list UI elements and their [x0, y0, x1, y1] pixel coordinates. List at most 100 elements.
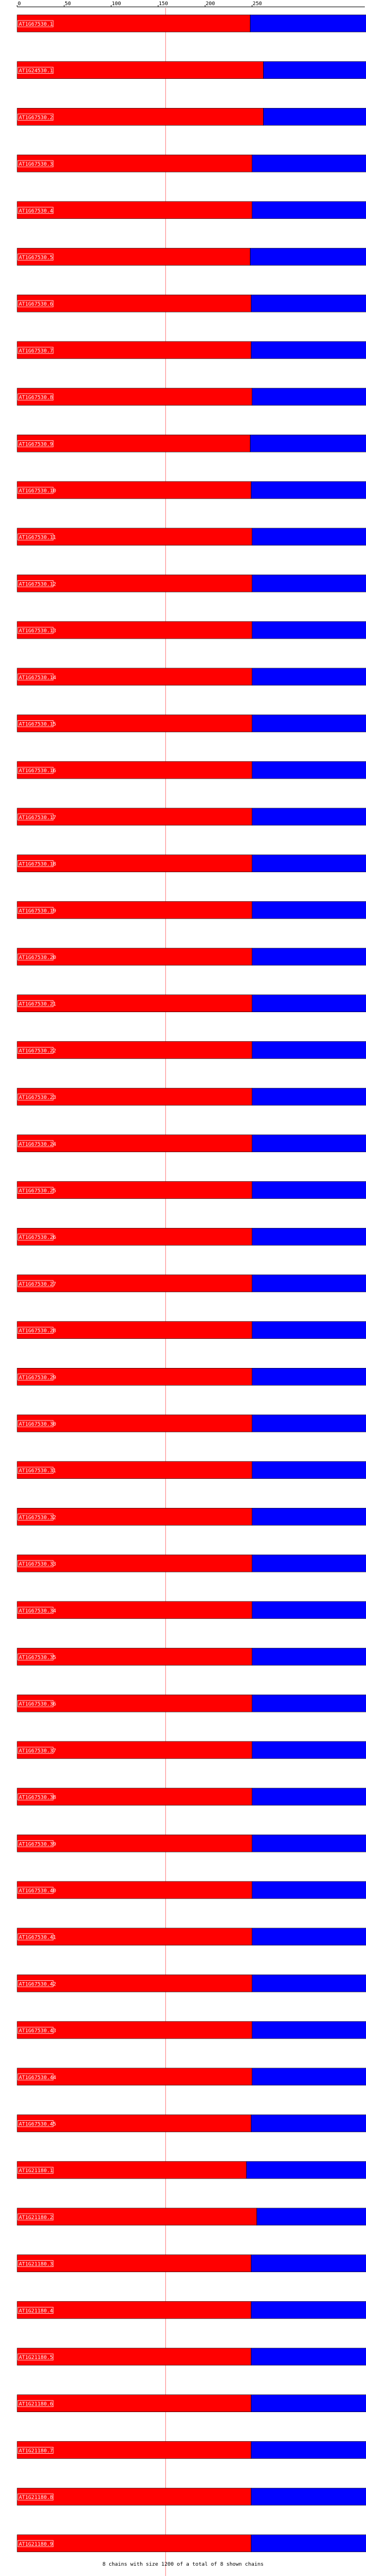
- bar-segment-first: [17, 14, 250, 33]
- bar-segment-first: [17, 1414, 253, 1433]
- bar-segment-first: [17, 2301, 252, 2319]
- bar-segment-first: [17, 2161, 247, 2179]
- bar-segment-second: [250, 2254, 366, 2272]
- bar-row: AT1G21180.6: [17, 2394, 366, 2413]
- row-label: AT1G67530.3: [19, 162, 53, 167]
- bar-segment-first: [17, 994, 253, 1012]
- bar-segment-second: [252, 1975, 366, 1992]
- bar-segment-first: [17, 901, 253, 919]
- bar-segment-first: [17, 1928, 253, 1945]
- row-label: AT1G21180.3: [19, 2262, 53, 2268]
- bar-segment-first: [17, 621, 253, 639]
- row-label: AT1G67530.1: [19, 22, 53, 27]
- bar-segment-first: [17, 201, 253, 219]
- bar-row: AT1G67530.40: [17, 1881, 366, 1899]
- row-label-box: [17, 487, 54, 494]
- bar-segment-second: [252, 1414, 366, 1433]
- bar-segment-second: [263, 61, 366, 79]
- row-label: AT1G67530.15: [19, 722, 56, 728]
- bar-segment-second: [252, 1274, 366, 1293]
- row-label-box: [17, 627, 54, 634]
- bar-row: AT1G67530.28: [17, 1321, 366, 1339]
- row-label: AT1G67530.4: [19, 208, 53, 214]
- row-label-box: [17, 1327, 54, 1334]
- row-label: AT1G67530.39: [19, 1841, 56, 1847]
- bar-segment-second: [252, 901, 366, 919]
- bar-row: AT1G67530.7: [17, 341, 366, 359]
- row-label: AT1G67530.17: [19, 815, 56, 821]
- row-label-box: [17, 813, 54, 821]
- bar-segment-second: [252, 1881, 366, 1899]
- bar-segment-second: [252, 1368, 366, 1386]
- bar-row: AT1G67530.18: [17, 854, 366, 872]
- bar-row: AT1G67530.42: [17, 1975, 366, 1992]
- bar-segment-first: [17, 61, 264, 79]
- bar-row: AT1G67530.37: [17, 1741, 366, 1759]
- row-label-box: [17, 113, 54, 121]
- bar-segment-first: [17, 2208, 257, 2226]
- row-label-box: [17, 1233, 54, 1241]
- bar-row: AT1G67530.32: [17, 1508, 366, 1526]
- row-label: AT1G67530.28: [19, 1329, 56, 1334]
- bar-row: AT1G67530.11: [17, 528, 366, 546]
- bar-segment-first: [17, 854, 253, 872]
- bar-segment-second: [252, 154, 366, 172]
- chart-footer-note: 8 chains with size 1200 of a total of 8 …: [102, 2562, 264, 2567]
- row-label: AT1G67530.25: [19, 1189, 56, 1194]
- row-label-box: [17, 1000, 54, 1008]
- row-label-box: [17, 1047, 54, 1054]
- bar-segment-first: [17, 2394, 252, 2413]
- row-label-box: [17, 1887, 54, 1894]
- x-tick-label: 150: [158, 1, 168, 7]
- bar-segment-second: [250, 434, 366, 452]
- bar-segment-second: [250, 2534, 366, 2553]
- bar-segment-first: [17, 1134, 253, 1153]
- bar-row: AT1G67530.2: [17, 108, 366, 126]
- bar-segment-first: [17, 1788, 253, 1805]
- row-label: AT1G67530.20: [19, 955, 56, 961]
- row-label: AT1G67530.16: [19, 768, 56, 774]
- row-label-box: [17, 347, 54, 354]
- row-label: AT1G67530.9: [19, 442, 53, 447]
- row-label: AT1G67530.40: [19, 1888, 56, 1894]
- bar-segment-second: [252, 1227, 366, 1246]
- row-label-box: [17, 953, 54, 961]
- bar-segment-second: [252, 1788, 366, 1805]
- bar-row: AT1G21180.7: [17, 2441, 366, 2459]
- bar-segment-first: [17, 1088, 253, 1106]
- bar-segment-first: [17, 808, 253, 826]
- row-label-box: [17, 2213, 54, 2221]
- bar-row: AT1G67530.14: [17, 668, 366, 686]
- bar-row: AT1G67530.31: [17, 1461, 366, 1479]
- row-label-box: [17, 1980, 54, 1987]
- bar-segment-second: [250, 14, 366, 33]
- row-label-box: [17, 580, 54, 587]
- bar-segment-second: [252, 1928, 366, 1945]
- row-label-box: [17, 1607, 54, 1614]
- bar-segment-second: [250, 2114, 366, 2132]
- bar-row: AT1G67530.12: [17, 575, 366, 592]
- row-label-box: [17, 1840, 54, 1847]
- row-label: AT1G24530.1: [19, 69, 53, 74]
- row-label: AT1G67530.14: [19, 675, 56, 681]
- bar-row: AT1G67530.15: [17, 715, 366, 732]
- row-label-box: [17, 254, 54, 260]
- bar-segment-second: [252, 575, 366, 592]
- bar-row: AT1G67530.20: [17, 948, 366, 966]
- bar-rows: AT1G67530.1 AT1G24530.1 AT1G67530.2 AT1G675…: [17, 14, 366, 2553]
- row-label-box: [17, 1513, 54, 1520]
- bar-segment-second: [252, 1508, 366, 1526]
- bar-row: AT1G67530.34: [17, 1601, 366, 1619]
- row-label-box: [17, 2027, 54, 2034]
- row-label: AT1G67530.33: [19, 1562, 56, 1567]
- row-label: AT1G67530.13: [19, 628, 56, 634]
- bar-row: AT1G67530.19: [17, 901, 366, 919]
- row-label: AT1G21180.4: [19, 2308, 53, 2314]
- bar-row: AT1G67530.39: [17, 1835, 366, 1852]
- bar-segment-first: [17, 2021, 253, 2039]
- bar-segment-first: [17, 948, 253, 966]
- bar-row: AT1G67530.26: [17, 1227, 366, 1246]
- row-label: AT1G67530.2: [19, 115, 53, 121]
- bar-row: AT1G67530.24: [17, 1134, 366, 1153]
